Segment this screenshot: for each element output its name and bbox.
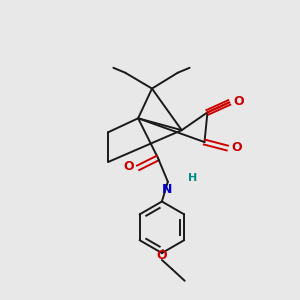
Text: N: N — [162, 183, 172, 196]
Text: O: O — [157, 248, 167, 262]
Text: O: O — [124, 160, 134, 173]
Text: O: O — [231, 140, 242, 154]
Text: O: O — [233, 95, 244, 108]
Text: H: H — [188, 173, 197, 183]
